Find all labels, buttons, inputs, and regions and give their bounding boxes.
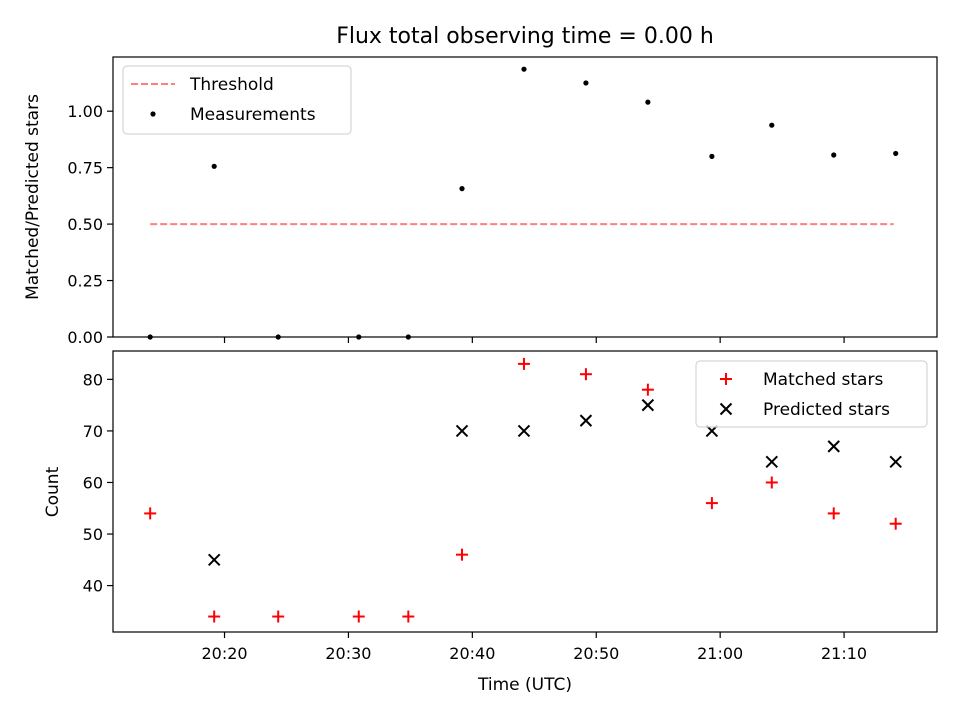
- legend-measurements-label: Measurements: [190, 105, 316, 125]
- top-y-tick-label: 0.50: [67, 215, 103, 234]
- matched-stars-point: [272, 610, 285, 623]
- matched-stars-point: [827, 507, 840, 520]
- bottom-y-axis-label: Count: [43, 466, 63, 517]
- bottom-axes-frame: [112, 350, 938, 633]
- legend-threshold-label: Threshold: [189, 75, 274, 95]
- measurements-point: [211, 163, 217, 169]
- top-x-ticks: [223, 337, 845, 343]
- measurements-point: [769, 122, 775, 128]
- legend-matched-swatch: [720, 373, 732, 385]
- measurements-point: [831, 152, 837, 158]
- bottom-y-ticks: 40 50 60 70 80: [83, 370, 113, 596]
- measurements-point: [645, 99, 651, 105]
- predicted-stars-point: [827, 440, 840, 453]
- matched-stars-point: [641, 383, 654, 396]
- predicted-stars-point: [889, 455, 902, 469]
- x-tick-label: 20:50: [573, 644, 619, 663]
- legend-predicted-label: Predicted stars: [763, 400, 890, 420]
- top-panel: Flux total observing time = 0.00 h Match…: [23, 24, 938, 347]
- x-tick-label: 21:00: [697, 644, 743, 663]
- matched-stars-point: [402, 610, 415, 623]
- matched-stars-point: [705, 497, 718, 510]
- matched-stars-point: [352, 610, 365, 623]
- predicted-stars-point: [455, 424, 469, 438]
- x-tick-label: 20:20: [201, 644, 247, 663]
- x-tick-label: 21:10: [821, 644, 867, 663]
- legend-predicted-swatch: [719, 402, 733, 416]
- matched-stars-point: [144, 507, 157, 520]
- top-y-tick-label: 0.25: [67, 272, 103, 291]
- top-y-tick-label: 0.00: [67, 328, 103, 347]
- predicted-stars-point: [517, 424, 531, 438]
- x-axis-label: Time (UTC): [477, 675, 572, 695]
- legend-measurements-swatch: [150, 111, 156, 117]
- predicted-stars-point: [207, 553, 221, 567]
- bottom-y-tick-label: 40: [83, 577, 103, 596]
- top-plot-marks: [147, 66, 899, 340]
- bottom-legend: Matched stars Predicted stars: [695, 360, 928, 428]
- predicted-stars-point: [641, 398, 655, 412]
- top-axes-frame: [112, 56, 938, 338]
- x-tick-label: 20:40: [449, 644, 495, 663]
- bottom-y-tick-label: 80: [83, 370, 103, 389]
- predicted-stars-point: [579, 414, 593, 427]
- legend-matched-label: Matched stars: [763, 370, 883, 390]
- measurements-point: [583, 80, 589, 86]
- bottom-plot-marks: [144, 357, 902, 623]
- matched-stars-point: [765, 476, 778, 489]
- matched-stars-point: [208, 610, 221, 623]
- matched-stars-point: [889, 517, 902, 530]
- top-y-tick-label: 0.75: [67, 159, 103, 178]
- x-tick-label: 20:30: [325, 644, 371, 663]
- top-y-tick-label: 1.00: [67, 102, 103, 121]
- top-y-axis-label: Matched/Predicted stars: [23, 94, 43, 300]
- predicted-stars-point: [765, 455, 778, 469]
- bottom-legend-box: [695, 360, 928, 428]
- matched-stars-point: [579, 368, 592, 381]
- bottom-y-tick-label: 70: [83, 422, 103, 441]
- measurements-point: [893, 150, 899, 157]
- top-legend: Threshold Measurements: [122, 65, 352, 135]
- bottom-x-ticks: 20:20 20:30 20:40 20:50 21:00 21:10: [201, 632, 867, 663]
- top-chart-title: Flux total observing time = 0.00 h: [336, 24, 714, 49]
- matched-stars-point: [517, 357, 530, 370]
- bottom-y-tick-label: 50: [83, 525, 103, 544]
- top-y-ticks: 0.00 0.25 0.50 0.75 1.00: [67, 102, 113, 347]
- top-legend-box: [122, 65, 352, 135]
- bottom-y-tick-label: 60: [83, 473, 103, 492]
- measurements-point: [459, 186, 465, 192]
- measurements-point: [521, 66, 527, 72]
- matched-stars-point: [456, 548, 469, 561]
- measurements-point: [709, 153, 715, 159]
